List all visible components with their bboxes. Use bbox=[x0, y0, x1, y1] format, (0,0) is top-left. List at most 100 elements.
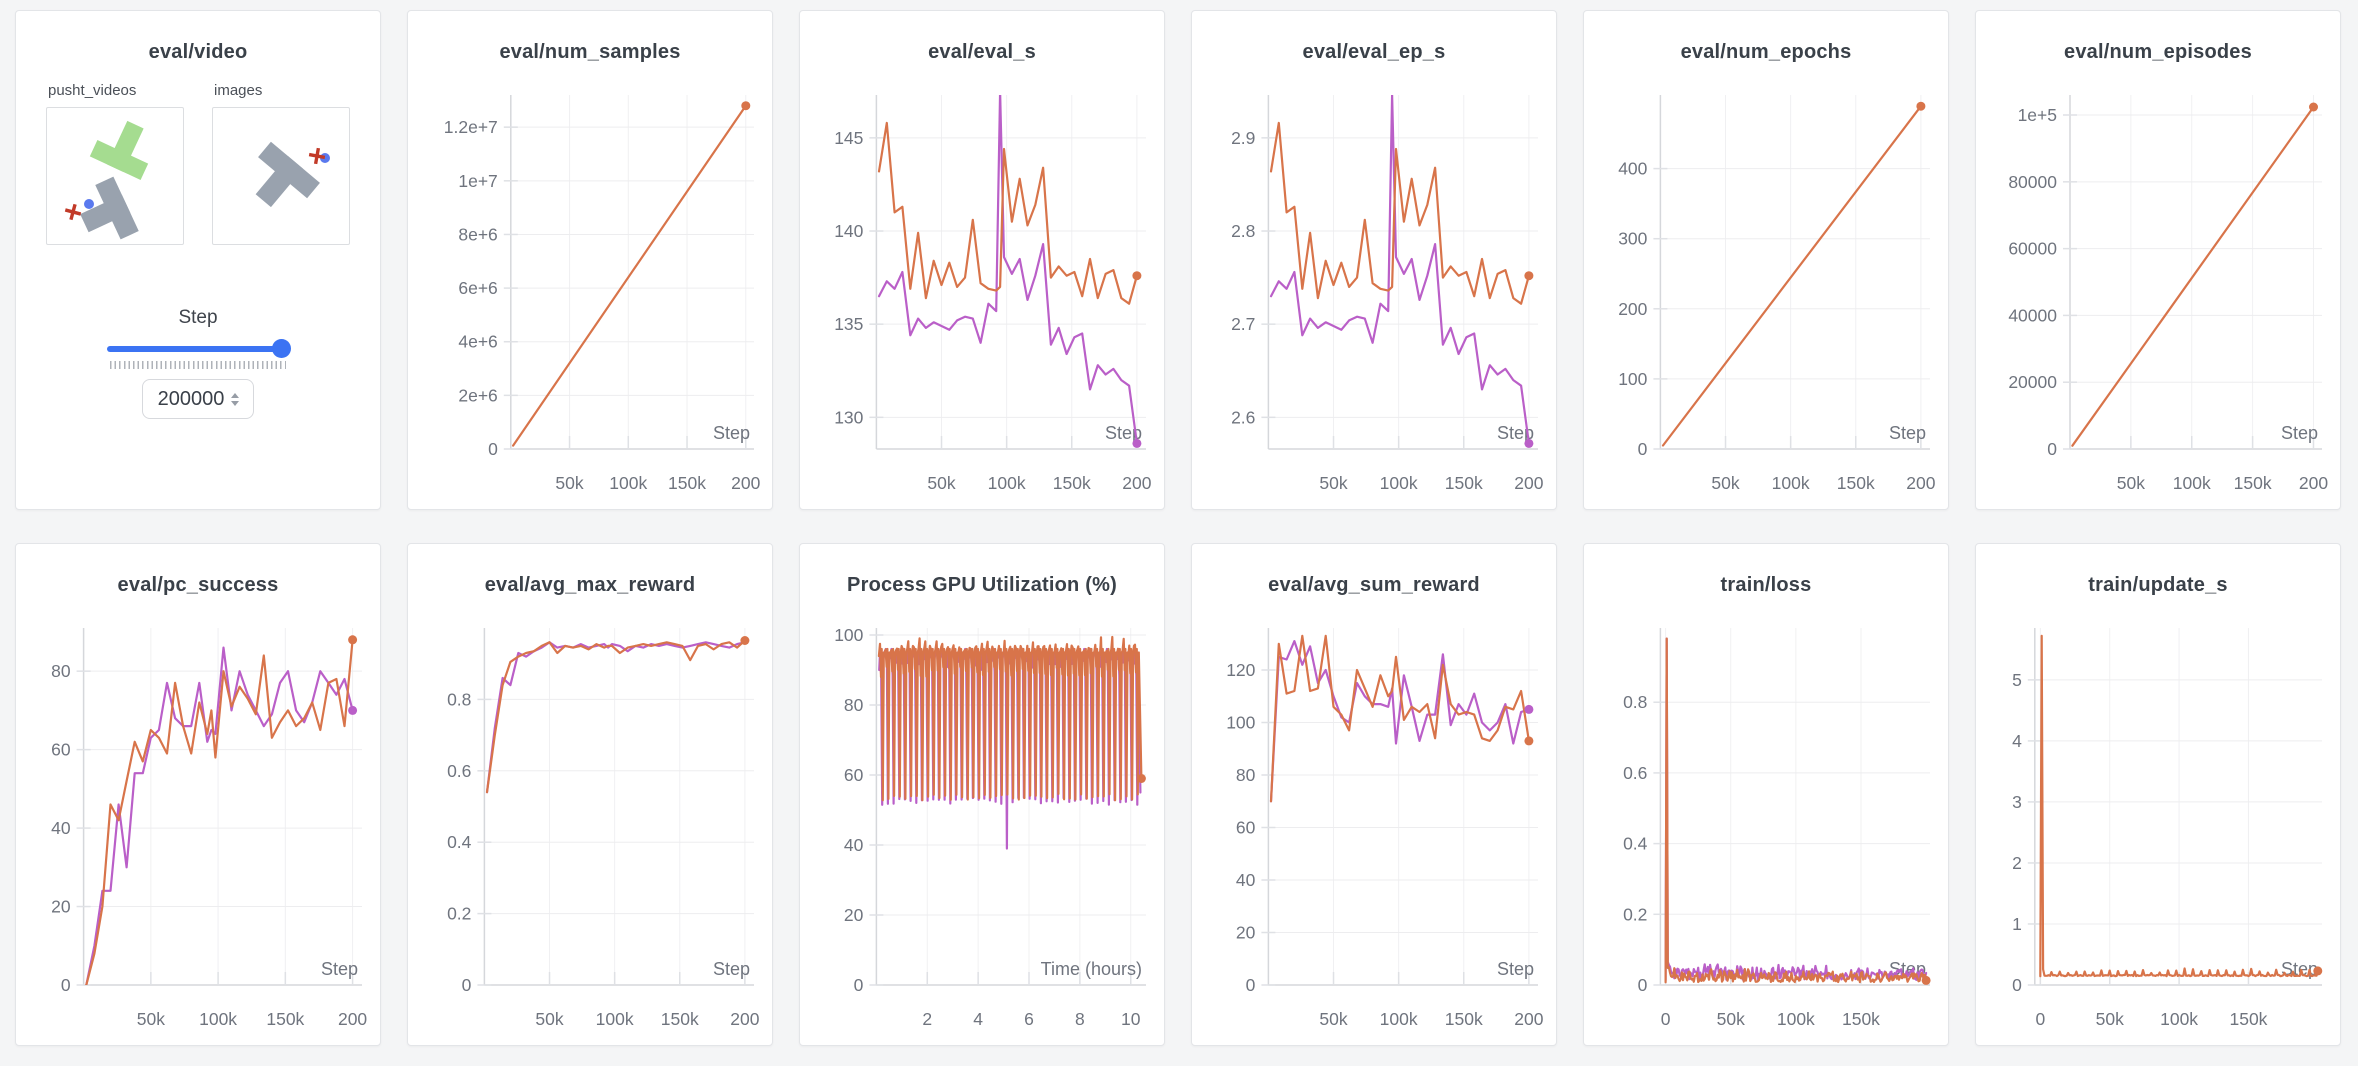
panel-eval-num-episodes: eval/num_episodes 0 20000 40000 60000 80000 1… bbox=[1975, 10, 2341, 510]
chart-title: train/update_s bbox=[2088, 574, 2228, 596]
svg-text:40000: 40000 bbox=[2008, 305, 2057, 325]
stepper-arrows[interactable] bbox=[231, 392, 239, 406]
svg-text:200: 200 bbox=[1906, 473, 1935, 493]
svg-text:100: 100 bbox=[834, 625, 863, 645]
step-value-field[interactable] bbox=[157, 387, 225, 411]
svg-text:300: 300 bbox=[1618, 229, 1647, 249]
svg-text:0.8: 0.8 bbox=[447, 689, 471, 709]
line-chart-canvas[interactable]: 2.6 2.7 2.8 2.9 50k 100k 150k 200 Step bbox=[1194, 73, 1554, 505]
line-chart-canvas[interactable]: 0 20000 40000 60000 80000 1e+5 50k 100k 150k 200 S… bbox=[1978, 73, 2338, 505]
svg-text:200: 200 bbox=[731, 473, 760, 493]
panel-eval-eval-ep-s: eval/eval_ep_s 2.6 2.7 2.8 2.9 50k 100k 150k 20… bbox=[1191, 10, 1557, 510]
chart-title: eval/avg_max_reward bbox=[484, 574, 696, 596]
panel-gpu-utilization: Process GPU Utilization (%) 0 20 40 60 80 100… bbox=[799, 543, 1165, 1046]
chart-area: 0 100 200 300 400 50k 100k 150k 200 Step bbox=[1586, 73, 1946, 505]
chart-title: eval/num_epochs bbox=[1680, 41, 1852, 63]
svg-text:80: 80 bbox=[1236, 765, 1256, 785]
svg-text:1: 1 bbox=[2012, 914, 2022, 934]
svg-text:2.7: 2.7 bbox=[1231, 314, 1255, 334]
thumbnail-block-pusht-videos: pusht_videos bbox=[46, 82, 184, 245]
svg-text:100k: 100k bbox=[1380, 1009, 1418, 1029]
svg-text:0: 0 bbox=[1638, 975, 1648, 995]
svg-text:Step: Step bbox=[1497, 959, 1534, 979]
svg-text:60: 60 bbox=[844, 765, 864, 785]
chart-area: 2.6 2.7 2.8 2.9 50k 100k 150k 200 Step bbox=[1194, 73, 1554, 505]
svg-text:Step: Step bbox=[321, 959, 358, 979]
step-down-icon[interactable] bbox=[231, 400, 239, 406]
svg-text:145: 145 bbox=[834, 128, 863, 148]
svg-text:6e+6: 6e+6 bbox=[458, 278, 497, 298]
slider-ruler bbox=[110, 361, 286, 369]
panel-eval-avg-sum-reward: eval/avg_sum_reward 0 20 40 60 80 100 120 50k 10… bbox=[1191, 543, 1557, 1046]
svg-text:10: 10 bbox=[1121, 1009, 1141, 1029]
chart-title: train/loss bbox=[1720, 574, 1812, 596]
step-input[interactable] bbox=[142, 379, 254, 419]
chart-area: 0 1 2 3 4 5 0 50k 100k 150k Step bbox=[1978, 606, 2338, 1041]
svg-text:150k: 150k bbox=[1837, 473, 1875, 493]
line-chart-canvas[interactable]: 0 20 40 60 80 100 2 4 6 8 10 Time (hours) bbox=[802, 606, 1162, 1041]
svg-text:1.2e+7: 1.2e+7 bbox=[444, 117, 498, 137]
svg-text:200: 200 bbox=[338, 1009, 367, 1029]
line-chart-canvas[interactable]: 0 20 40 60 80 100 120 50k 100k 150k 200 Step bbox=[1194, 606, 1554, 1041]
svg-text:200: 200 bbox=[1514, 1009, 1543, 1029]
chart-title: eval/avg_sum_reward bbox=[1268, 574, 1480, 596]
svg-text:100k: 100k bbox=[1380, 473, 1418, 493]
line-chart-canvas[interactable]: 0 20 40 60 80 50k 100k 150k 200 Step bbox=[18, 606, 378, 1041]
panel-train-loss: train/loss 0 0.2 0.4 0.6 0.8 0 50k 100k 150k Step bbox=[1583, 543, 1949, 1046]
svg-text:0: 0 bbox=[2035, 1009, 2045, 1029]
video-thumbnail-images[interactable] bbox=[212, 107, 350, 245]
svg-text:Step: Step bbox=[713, 959, 750, 979]
chart-title: eval/pc_success bbox=[117, 574, 279, 596]
step-slider[interactable] bbox=[107, 339, 291, 358]
svg-text:4: 4 bbox=[2012, 731, 2022, 751]
svg-text:2: 2 bbox=[2012, 853, 2022, 873]
line-chart-canvas[interactable]: 0 0.2 0.4 0.6 0.8 50k 100k 150k 200 Step bbox=[410, 606, 770, 1041]
line-chart-canvas[interactable]: 0 2e+6 4e+6 6e+6 8e+6 1e+7 1.2e+7 50k 100k 150k 20… bbox=[410, 73, 770, 505]
svg-text:0.2: 0.2 bbox=[447, 904, 471, 924]
svg-text:0: 0 bbox=[854, 975, 864, 995]
svg-text:60: 60 bbox=[51, 740, 71, 760]
svg-text:0.2: 0.2 bbox=[1623, 904, 1647, 924]
svg-text:0: 0 bbox=[488, 439, 498, 459]
line-chart-canvas[interactable]: 0 100 200 300 400 50k 100k 150k 200 Step bbox=[1586, 73, 1946, 505]
chart-title: eval/num_samples bbox=[499, 41, 681, 63]
chart-title: Process GPU Utilization (%) bbox=[847, 574, 1117, 596]
svg-text:0: 0 bbox=[1638, 439, 1648, 459]
chart-area: 130 135 140 145 50k 100k 150k 200 Step bbox=[802, 73, 1162, 505]
svg-text:60000: 60000 bbox=[2008, 239, 2057, 259]
svg-text:50k: 50k bbox=[137, 1009, 165, 1029]
svg-text:1e+5: 1e+5 bbox=[2018, 105, 2057, 125]
chart-area: 0 2e+6 4e+6 6e+6 8e+6 1e+7 1.2e+7 50k 100k 150k 20… bbox=[410, 73, 770, 505]
svg-text:0: 0 bbox=[1661, 1009, 1671, 1029]
svg-text:2.6: 2.6 bbox=[1231, 407, 1255, 427]
svg-text:3: 3 bbox=[2012, 792, 2022, 812]
chart-area: 0 20 40 60 80 50k 100k 150k 200 Step bbox=[18, 606, 378, 1041]
svg-text:400: 400 bbox=[1618, 159, 1647, 179]
svg-text:0.6: 0.6 bbox=[1623, 763, 1647, 783]
svg-text:135: 135 bbox=[834, 314, 863, 334]
thumbnail-label: images bbox=[214, 82, 263, 99]
svg-text:Step: Step bbox=[1497, 423, 1534, 443]
svg-text:6: 6 bbox=[1024, 1009, 1034, 1029]
thumbnail-label: pusht_videos bbox=[48, 82, 137, 99]
svg-text:50k: 50k bbox=[2117, 473, 2145, 493]
line-chart-canvas[interactable]: 130 135 140 145 50k 100k 150k 200 Step bbox=[802, 73, 1162, 505]
svg-text:2.9: 2.9 bbox=[1231, 128, 1255, 148]
slider-thumb[interactable] bbox=[272, 339, 291, 358]
gray-tee-icon bbox=[255, 141, 320, 208]
slider-track[interactable] bbox=[107, 346, 289, 352]
svg-text:150k: 150k bbox=[2229, 1009, 2267, 1029]
svg-text:80000: 80000 bbox=[2008, 172, 2057, 192]
svg-text:0: 0 bbox=[61, 975, 71, 995]
target-cross-icon bbox=[308, 147, 326, 165]
video-thumbnail-pusht-videos[interactable] bbox=[46, 107, 184, 245]
panel-eval-avg-max-reward: eval/avg_max_reward 0 0.2 0.4 0.6 0.8 50k 100k… bbox=[407, 543, 773, 1046]
svg-text:80: 80 bbox=[51, 661, 71, 681]
panel-eval-eval-s: eval/eval_s 130 135 140 145 50k 100k 150k 200 St… bbox=[799, 10, 1165, 510]
step-up-icon[interactable] bbox=[231, 392, 239, 398]
panel-eval-num-samples: eval/num_samples 0 2e+6 4e+6 6e+6 8e+6 1e+7 1.… bbox=[407, 10, 773, 510]
svg-text:50k: 50k bbox=[1711, 473, 1739, 493]
